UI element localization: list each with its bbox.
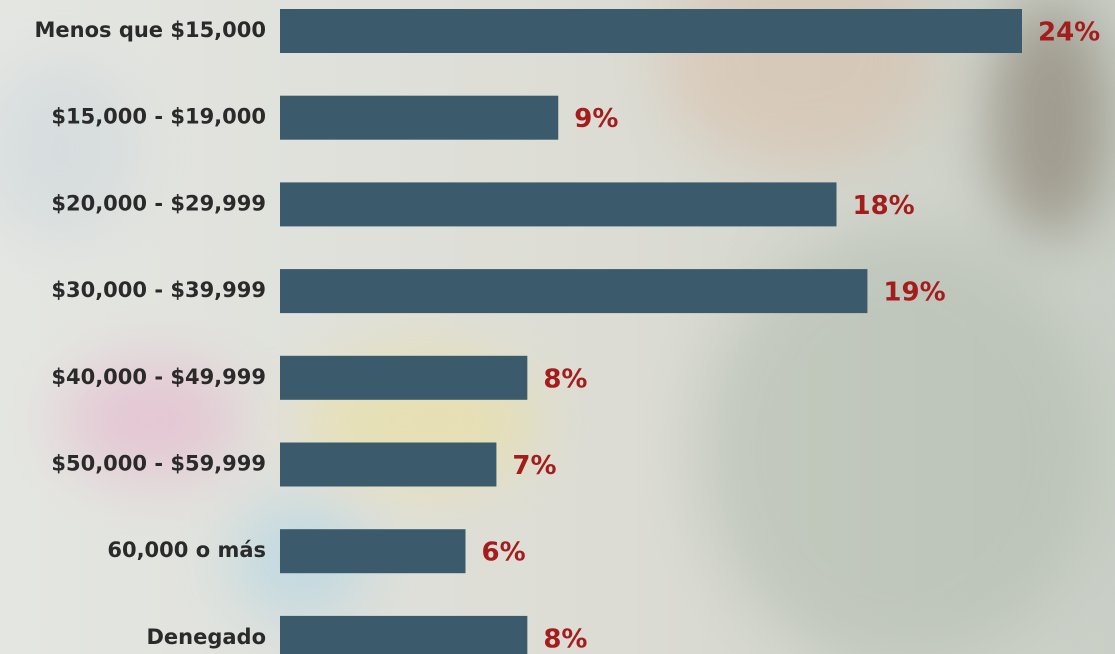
bar <box>280 269 867 313</box>
value-label: 18% <box>853 191 915 221</box>
page: {"chart_data": {"type": "bar", "orientat… <box>0 0 1115 654</box>
value-label: 7% <box>512 451 556 481</box>
category-label: $30,000 - $39,999 <box>51 278 266 302</box>
category-label: $15,000 - $19,000 <box>51 105 266 129</box>
bar <box>280 182 837 226</box>
category-label: $20,000 - $29,999 <box>51 191 266 215</box>
value-label: 8% <box>543 364 587 394</box>
bar <box>280 616 527 654</box>
value-label: 9% <box>574 104 618 134</box>
category-label: $40,000 - $49,999 <box>51 365 266 389</box>
value-label: 8% <box>543 624 587 654</box>
bar <box>280 9 1022 53</box>
category-label: Menos que $15,000 <box>34 18 266 42</box>
chart: Menos que $15,000 24% $15,000 - $19,000 9% $… <box>0 0 1115 654</box>
bar <box>280 356 527 400</box>
value-label: 19% <box>883 278 945 308</box>
category-label: Denegado <box>146 625 266 649</box>
category-label: 60,000 o más <box>107 538 266 562</box>
bar <box>280 443 496 487</box>
bar <box>280 96 558 140</box>
value-label: 6% <box>482 538 526 568</box>
value-label: 24% <box>1038 18 1100 48</box>
category-label: $50,000 - $59,999 <box>51 452 266 476</box>
bar <box>280 529 466 573</box>
